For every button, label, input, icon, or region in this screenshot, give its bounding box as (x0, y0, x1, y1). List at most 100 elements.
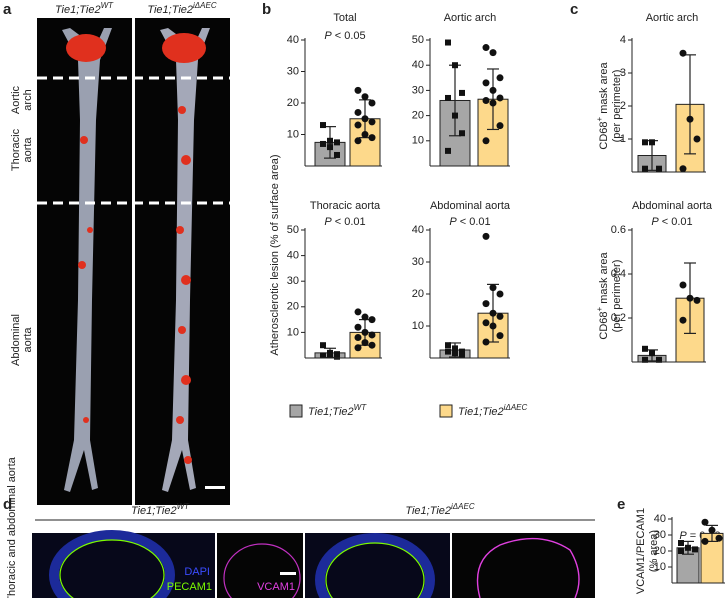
data-point (489, 86, 497, 94)
y-tick-label: 40 (412, 224, 424, 236)
text-run: Tie1;Tie2 (308, 406, 354, 418)
chart-title: Aortic arch (444, 12, 497, 24)
text-run: CD68 (598, 311, 610, 339)
y-axis-label: Atherosclerotic lesion (% of surface are… (269, 154, 281, 355)
text-run: P (449, 216, 457, 228)
data-point (320, 342, 326, 349)
data-point (496, 290, 504, 298)
legend-swatch (439, 404, 453, 418)
text-run: WT (101, 1, 115, 10)
y-tick-label: 40 (412, 59, 424, 71)
data-point (693, 296, 701, 304)
data-point (368, 99, 376, 107)
data-point (679, 165, 687, 173)
column-header: Tie1;Tie2WT (131, 502, 190, 517)
data-point (678, 540, 684, 546)
y-axis-label: (per perimeter) (611, 70, 623, 143)
data-point (320, 140, 326, 147)
y-tick-label: 30 (287, 275, 299, 287)
data-point (354, 121, 362, 129)
data-point (320, 122, 326, 129)
data-point (445, 348, 451, 355)
p-value: P < 0.01 (324, 216, 365, 228)
chart-title: Total (333, 12, 356, 24)
text-run: CD68 (598, 121, 610, 149)
data-point (368, 134, 376, 142)
y-tick-label: 0.4 (611, 268, 626, 280)
panel-label: b (262, 1, 271, 18)
text-run: < 0.01 (332, 216, 366, 228)
text-run: Tie1;Tie2 (458, 406, 504, 418)
data-point (327, 352, 333, 359)
data-point (482, 44, 490, 52)
legend-swatch (289, 404, 303, 418)
data-point (334, 139, 340, 146)
data-point (327, 137, 333, 144)
p-value: P < 0.05 (324, 30, 365, 42)
text-run: (per perimeter) (611, 70, 623, 143)
y-tick-label: 30 (287, 65, 299, 77)
data-point (656, 356, 662, 363)
data-point (482, 338, 490, 346)
data-point (496, 94, 504, 102)
data-point (482, 300, 490, 308)
data-point (445, 147, 451, 154)
data-point (482, 79, 490, 87)
y-axis-label: CD68+ mask area (595, 62, 610, 150)
y-tick-label: 4 (620, 34, 626, 46)
data-point (701, 537, 709, 545)
text-run: WT (354, 403, 368, 412)
data-point (361, 131, 369, 138)
y-tick-label: 0.6 (611, 224, 626, 236)
y-tick-label: 40 (287, 250, 299, 262)
error-bar (487, 68, 499, 131)
text-run: iΔAEC (193, 1, 217, 10)
y-tick-label: 10 (654, 561, 666, 573)
column-header: Tie1;Tie2WT (55, 1, 114, 16)
y-tick-label: 20 (287, 97, 299, 109)
data-point (496, 332, 504, 340)
chart-title: Aortic arch (646, 12, 699, 24)
data-point (489, 49, 497, 57)
data-point (649, 350, 655, 357)
text-run: WT (177, 502, 191, 511)
data-point (459, 130, 465, 137)
y-tick-label: 50 (287, 224, 299, 236)
data-point (445, 94, 451, 101)
text-run: < 0.01 (659, 216, 693, 228)
data-point (686, 115, 694, 123)
side-label: Thoracic and abdominal aorta (6, 456, 18, 598)
data-point (482, 232, 490, 240)
data-point (482, 96, 490, 104)
data-point (679, 49, 687, 57)
data-point (642, 356, 648, 363)
p-value: P < 0.01 (651, 216, 692, 228)
data-point (679, 281, 687, 289)
y-axis-label: (% area) (648, 530, 660, 572)
data-point (354, 323, 362, 331)
stain-label: DAPI (184, 566, 210, 578)
data-point (452, 345, 458, 352)
y-tick-label: 10 (412, 320, 424, 332)
data-point (701, 518, 709, 526)
data-point (692, 546, 698, 553)
text-run: VCAM1/PECAM1 (635, 508, 647, 594)
stain-label: VCAM1 (257, 581, 295, 593)
data-point (361, 339, 369, 347)
data-point (496, 312, 504, 320)
y-tick-label: 20 (412, 288, 424, 300)
panel-label: d (3, 496, 12, 513)
data-point (489, 99, 497, 107)
data-point (642, 139, 648, 146)
data-point (482, 319, 490, 327)
data-point (642, 345, 648, 352)
data-point (354, 108, 362, 116)
data-point (489, 284, 497, 292)
y-tick-label: 1 (620, 133, 626, 145)
data-point (708, 526, 716, 534)
data-point (354, 137, 362, 145)
text-run: mask area (598, 252, 610, 307)
y-tick-label: 3 (620, 67, 626, 79)
region-label: aorta (22, 327, 34, 353)
y-axis-label: CD68+ mask area (595, 252, 610, 340)
